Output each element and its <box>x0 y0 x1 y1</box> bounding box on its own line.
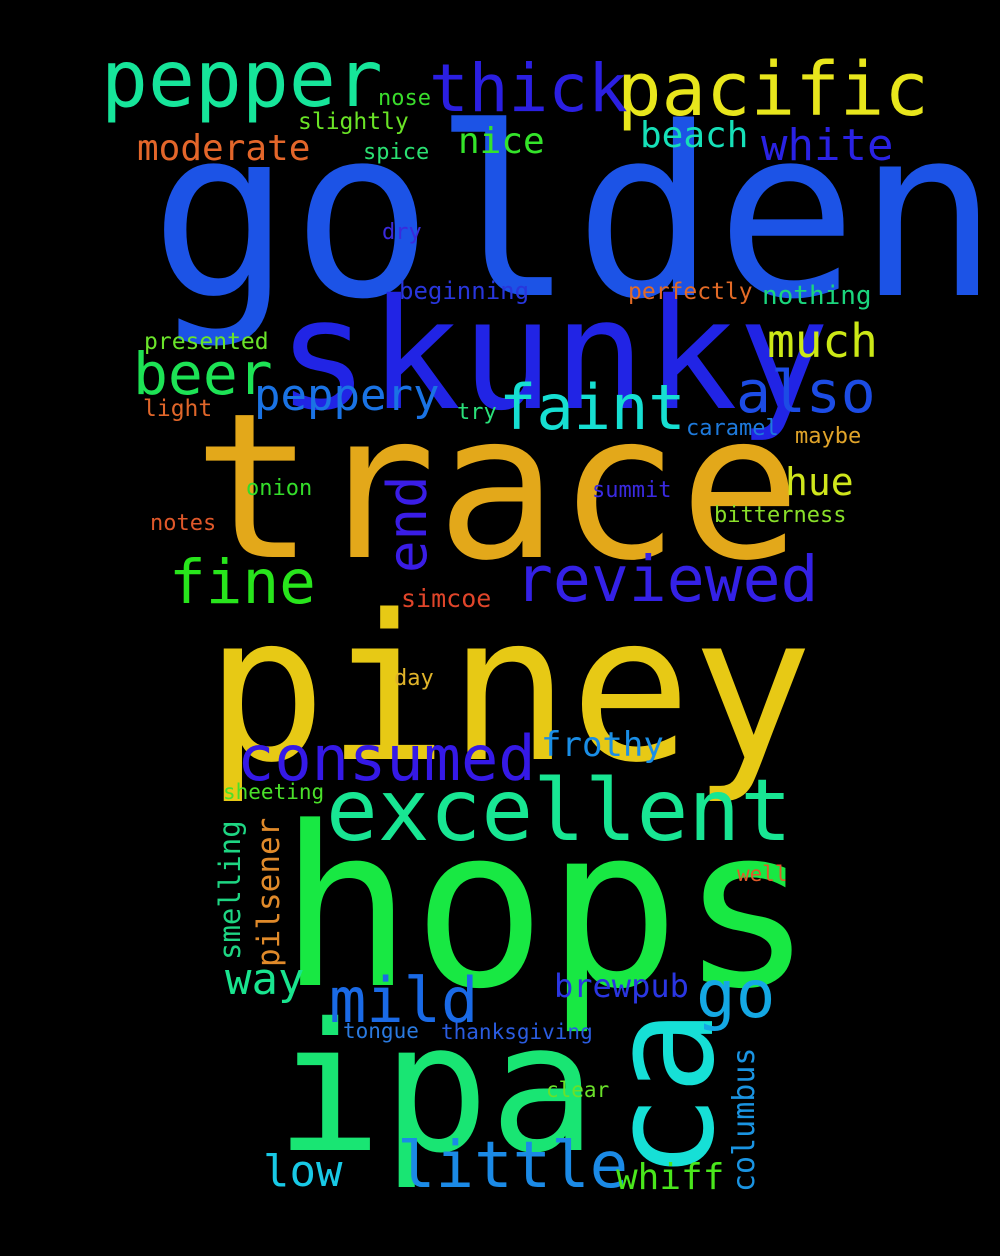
word-thanksgiving: thanksgiving <box>441 1020 593 1044</box>
word-ipa: ipa <box>275 985 597 1192</box>
word-fine: fine <box>169 547 316 618</box>
word-much: much <box>767 314 878 368</box>
word-nice: nice <box>458 121 545 162</box>
word-summit: summit <box>592 478 672 503</box>
word-end: end <box>376 475 439 573</box>
word-golden: golden <box>150 78 999 351</box>
word-go: go <box>696 956 776 1033</box>
word-slightly: slightly <box>298 109 409 135</box>
word-well: well <box>737 862 788 886</box>
word-beginning: beginning <box>399 277 530 305</box>
word-hops: hops <box>279 780 814 1038</box>
word-tongue: tongue <box>343 1019 419 1043</box>
word-reviewed: reviewed <box>515 543 819 616</box>
word-sheeting: sheeting <box>223 780 325 804</box>
word-excellent: excellent <box>326 761 792 861</box>
word-try: try <box>457 400 497 425</box>
word-whiff: whiff <box>616 1157 725 1198</box>
word-thick: thick <box>429 50 628 127</box>
word-notes: notes <box>150 511 217 536</box>
word-simcoe: simcoe <box>401 584 492 613</box>
word-caramel: caramel <box>686 416 779 441</box>
word-low: low <box>263 1146 343 1197</box>
word-light: light <box>143 396 213 422</box>
word-pepper: pepper <box>101 35 383 125</box>
word-skunky: skunky <box>277 267 830 445</box>
word-nose: nose <box>378 86 431 111</box>
word-little: little <box>397 1129 629 1203</box>
word-beach: beach <box>640 115 749 156</box>
word-white: white <box>761 120 894 171</box>
word-columbus: columbus <box>727 1047 762 1193</box>
word-piney: piney <box>205 571 814 807</box>
word-hue: hue <box>785 460 854 504</box>
word-dry: dry <box>382 220 422 245</box>
word-moderate: moderate <box>137 128 311 169</box>
word-maybe: maybe <box>795 424 862 449</box>
word-beer: beer <box>133 340 273 408</box>
word-brewpub: brewpub <box>554 967 689 1005</box>
word-nothing: nothing <box>762 281 872 311</box>
word-clear: clear <box>546 1078 610 1102</box>
word-peppery: peppery <box>254 370 440 421</box>
word-presented: presented <box>144 329 269 355</box>
word-smelling: smelling <box>213 820 247 960</box>
word-pacific: pacific <box>617 47 929 133</box>
word-pilsener: pilsener <box>251 817 287 967</box>
word-day: day <box>394 666 434 691</box>
word-frothy: frothy <box>541 725 664 765</box>
word-perfectly: perfectly <box>628 279 753 305</box>
word-onion: onion <box>246 476 313 501</box>
word-bitterness: bitterness <box>714 503 847 528</box>
word-also: also <box>736 358 876 426</box>
word-way: way <box>225 954 305 1005</box>
word-faint: faint <box>499 371 686 444</box>
word-spice: spice <box>363 140 430 165</box>
word-consumed: consumed <box>237 722 536 795</box>
word-trace: trace <box>193 369 802 605</box>
word-mild: mild <box>329 964 479 1037</box>
